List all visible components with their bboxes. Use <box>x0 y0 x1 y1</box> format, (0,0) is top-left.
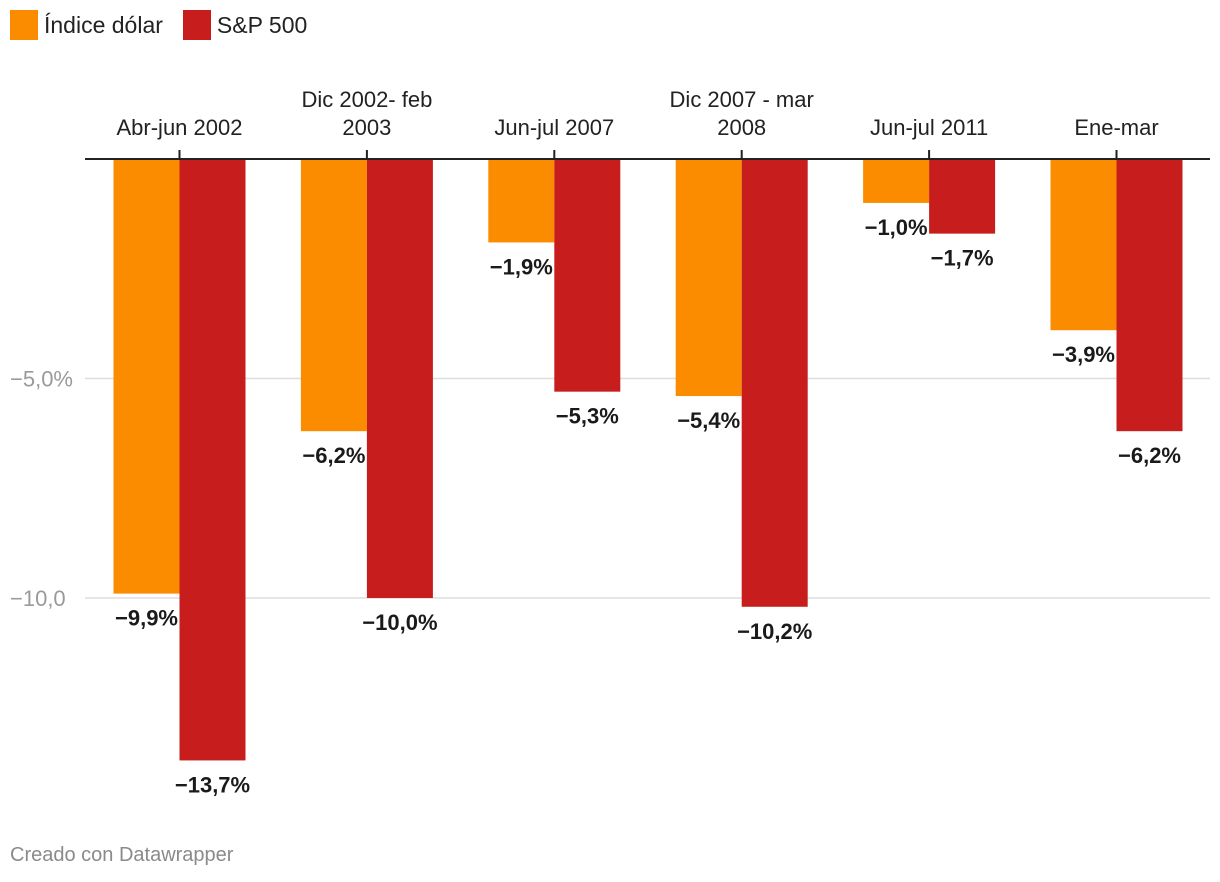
data-label: −3,9% <box>1052 342 1115 367</box>
data-label: −10,2% <box>737 619 812 644</box>
legend: Índice dólar S&P 500 <box>10 10 307 40</box>
legend-swatch-sp500 <box>182 10 211 40</box>
x-tick-label: Ene-mar <box>1074 115 1158 140</box>
bar <box>366 159 433 598</box>
data-label: −9,9% <box>115 606 178 631</box>
data-label: −1,7% <box>931 246 994 271</box>
x-tick-label: Abr-jun 2002 <box>117 115 243 140</box>
footer-credit: Creado con Datawrapper <box>10 844 234 866</box>
data-label: −10,0% <box>362 610 437 635</box>
x-tick-label: 2003 <box>342 115 391 140</box>
bar <box>488 159 555 243</box>
data-label: −13,7% <box>175 772 250 797</box>
bar <box>1050 159 1117 331</box>
bar <box>300 159 367 432</box>
bar <box>1116 159 1183 432</box>
data-label: −5,4% <box>677 408 740 433</box>
bar <box>863 159 930 203</box>
data-label: −6,2% <box>1118 443 1181 468</box>
data-label: −1,0% <box>865 215 928 240</box>
x-tick-label: Jun-jul 2007 <box>494 115 614 140</box>
y-tick-label: −10,0 <box>10 586 66 611</box>
bar <box>929 159 996 234</box>
data-label: −1,9% <box>490 254 553 279</box>
x-tick-label: Dic 2007 - mar <box>670 87 814 112</box>
legend-label-sp500: S&P 500 <box>216 11 308 38</box>
bar <box>179 159 246 761</box>
legend-item-sp500: S&P 500 <box>182 10 308 40</box>
bar <box>113 159 180 594</box>
legend-swatch-indice-dolar <box>10 10 38 40</box>
y-tick-label: −5,0% <box>10 367 73 392</box>
x-tick-label: 2008 <box>717 115 766 140</box>
x-tick-label: Dic 2002- feb <box>301 87 432 112</box>
bar <box>554 159 621 392</box>
data-label: −6,2% <box>302 443 365 468</box>
bar <box>675 159 742 397</box>
legend-label-indice-dolar: Índice dólar <box>44 11 163 38</box>
bar <box>741 159 808 607</box>
data-label: −5,3% <box>556 404 619 429</box>
x-tick-label: Jun-jul 2011 <box>870 115 988 140</box>
legend-item-indice-dolar: Índice dólar <box>10 10 163 40</box>
